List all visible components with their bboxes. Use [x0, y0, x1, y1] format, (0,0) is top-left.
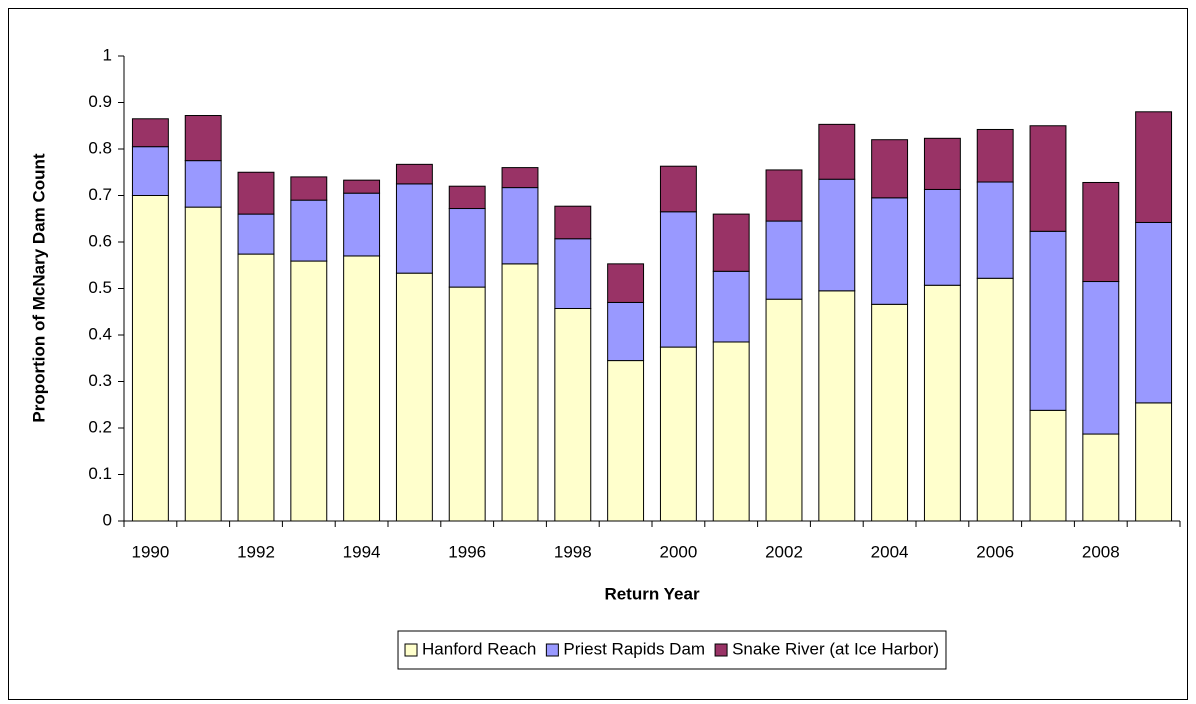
legend-label: Hanford Reach — [422, 639, 536, 658]
bar-segment — [1029, 125, 1067, 232]
bar-segment — [448, 185, 486, 210]
bar-segment — [818, 123, 856, 180]
bar-segment — [343, 255, 381, 522]
legend-swatch — [404, 643, 418, 657]
bar-segment — [290, 199, 328, 262]
bar-segment — [554, 205, 592, 240]
bar-segment — [184, 206, 222, 522]
bar-segment — [554, 238, 592, 309]
bar-segment — [554, 307, 592, 522]
bar-segment — [871, 139, 909, 199]
bar-segment — [976, 277, 1014, 522]
bar-segment — [395, 272, 433, 522]
bar-segment — [659, 346, 697, 522]
bar-segment — [765, 220, 803, 300]
bar-segment — [818, 290, 856, 522]
bar-segment — [395, 183, 433, 274]
y-tick-label: 0.1 — [88, 464, 112, 483]
bar-segment — [659, 211, 697, 348]
bar-segment — [607, 263, 645, 303]
bar-segment — [765, 298, 803, 522]
bar-segment — [501, 187, 539, 265]
bar-segment — [184, 160, 222, 208]
bar-segment — [923, 137, 961, 190]
bar-segment — [131, 195, 169, 522]
bar-segment — [712, 341, 750, 522]
x-tick-label: 2000 — [659, 542, 697, 561]
y-tick-label: 0.6 — [88, 231, 112, 250]
bar-segment — [607, 360, 645, 522]
bar-segment — [976, 181, 1014, 279]
bar-segment — [1135, 402, 1173, 522]
bar-segment — [659, 165, 697, 213]
legend-label: Priest Rapids Dam — [563, 639, 705, 658]
bar-segment — [923, 188, 961, 286]
y-axis-title: Proportion of McNary Dam Count — [29, 153, 48, 423]
legend-swatch — [545, 643, 559, 657]
bar-segment — [1082, 181, 1120, 283]
x-tick-label: 1992 — [237, 542, 275, 561]
legend-frame — [397, 630, 947, 670]
x-tick-label: 2002 — [765, 542, 803, 561]
bar-segment — [343, 192, 381, 257]
y-tick-label: 0.5 — [88, 278, 112, 297]
bar-segment — [448, 286, 486, 522]
bar-segment — [607, 301, 645, 362]
bar-segment — [1135, 221, 1173, 404]
legend-swatch — [714, 643, 728, 657]
legend-label: Snake River (at Ice Harbor) — [732, 639, 939, 658]
bar-segment — [1029, 409, 1067, 522]
bar-segment — [712, 213, 750, 272]
bar-segment — [131, 118, 169, 148]
bar-segment — [976, 128, 1014, 183]
x-tick-label: 2008 — [1082, 542, 1120, 561]
bar-segment — [184, 115, 222, 162]
bar-segment — [395, 163, 433, 185]
bar-segment — [923, 284, 961, 522]
bar-segment — [871, 197, 909, 305]
bar-segment — [501, 167, 539, 189]
x-axis-title: Return Year — [604, 584, 700, 603]
bar-segment — [818, 178, 856, 292]
x-tick-label: 1994 — [343, 542, 381, 561]
x-tick-label: 2004 — [871, 542, 909, 561]
y-tick-label: 0.8 — [88, 138, 112, 157]
bar-segment — [712, 270, 750, 343]
y-tick-label: 0.3 — [88, 371, 112, 390]
y-tick-label: 0.2 — [88, 417, 112, 436]
bar-segment — [1135, 111, 1173, 223]
bar-segment — [237, 253, 275, 522]
bar-segment — [131, 146, 169, 197]
bar-segment — [1029, 230, 1067, 411]
bar-segment — [290, 176, 328, 201]
y-tick-label: 0.7 — [88, 185, 112, 204]
y-tick-label: 1 — [103, 45, 112, 64]
x-tick-label: 1990 — [131, 542, 169, 561]
bar-segment — [871, 303, 909, 522]
bar-segment — [765, 169, 803, 222]
bar-segment — [1082, 281, 1120, 435]
x-tick-label: 1998 — [554, 542, 592, 561]
legend: Hanford Reach Priest Rapids Dam Snake Rive… — [397, 630, 947, 670]
y-tick-label: 0.9 — [88, 92, 112, 111]
bar-segment — [501, 263, 539, 522]
bar-segment — [1082, 433, 1120, 522]
bar-segment — [237, 171, 275, 215]
bar-segment — [237, 213, 275, 255]
bar-segment — [343, 179, 381, 194]
x-tick-label: 1996 — [448, 542, 486, 561]
x-tick-label: 2006 — [976, 542, 1014, 561]
bar-segment — [448, 208, 486, 288]
y-tick-label: 0.4 — [88, 324, 112, 343]
y-tick-label: 0 — [103, 510, 112, 529]
bar-segment — [290, 260, 328, 522]
